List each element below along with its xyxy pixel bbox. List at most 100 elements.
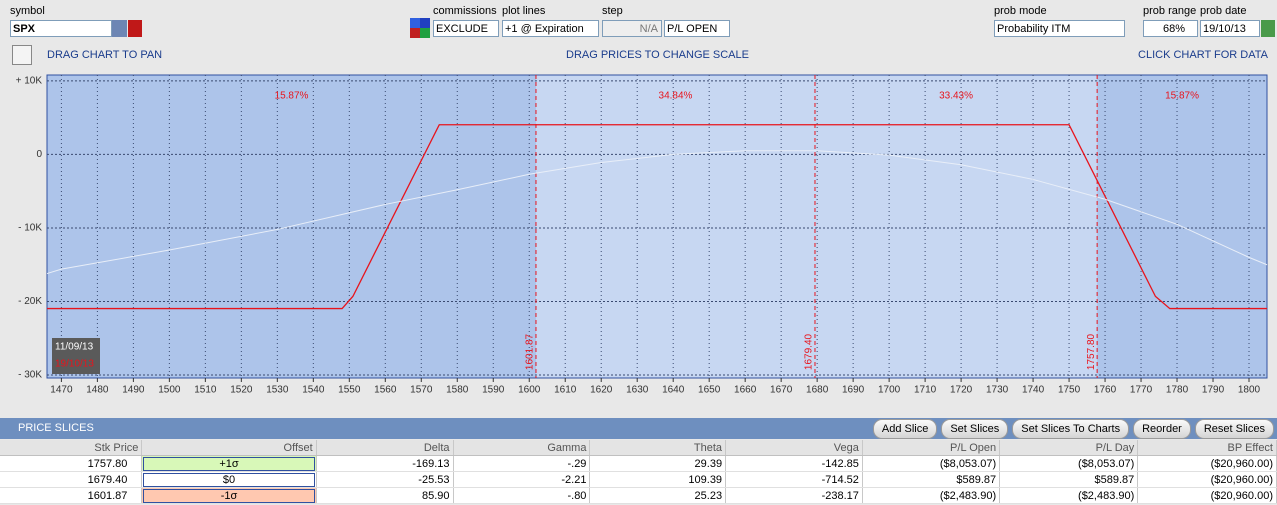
hint: DRAG PRICES TO CHANGE SCALE (566, 49, 749, 61)
probability-range (535, 75, 1098, 378)
table-cell: -.80 (453, 487, 591, 504)
chart-icon[interactable] (12, 45, 32, 65)
x-tick-label: 1800 (1238, 385, 1261, 396)
button[interactable]: Reset Slices (1194, 419, 1274, 439)
table-cell: ($8,053.07) (999, 455, 1139, 472)
x-tick-label: 1570 (410, 385, 433, 396)
x-tick-label: 1470 (50, 385, 73, 396)
table-cell: -169.13 (316, 455, 454, 472)
button[interactable] (128, 20, 142, 37)
x-tick-label: 1750 (1058, 385, 1081, 396)
button[interactable]: Set Slices (941, 419, 1009, 439)
date-box (52, 338, 100, 374)
x-tick-label: 1520 (230, 385, 253, 396)
table-cell: $589.87 (862, 471, 1001, 488)
x-tick-label: 1590 (482, 385, 505, 396)
table-cell: 1601.87 (0, 487, 143, 504)
slice-label: 1601.87 (525, 333, 536, 370)
label: prob date (1200, 5, 1247, 17)
date-label: 19/10/13 (55, 359, 94, 370)
header-row: Stk Price Offset Delta Gamma Theta Vega P/L Op… (0, 440, 1277, 456)
label: prob mode (994, 5, 1047, 17)
x-tick-label: 1670 (770, 385, 793, 396)
series-line (47, 124, 1267, 310)
table-cell: ($20,960.00) (1137, 487, 1277, 504)
column-header: P/L Open (862, 440, 1001, 456)
dropdown[interactable] (112, 20, 127, 37)
slice-label: 1757.80 (1086, 333, 1097, 370)
prob-date-input[interactable]: 19/10/13 (1200, 20, 1260, 37)
table-cell: -25.53 (316, 471, 454, 488)
prob-mode-select[interactable]: Probability ITM (994, 20, 1125, 37)
plot-frame (46, 74, 1268, 379)
x-tick-label: 1580 (446, 385, 469, 396)
symbol-input[interactable]: SPX (10, 20, 112, 37)
commissions-select[interactable]: EXCLUDE (433, 20, 499, 37)
table-cell: ($2,483.90) (999, 487, 1139, 504)
calendar-button[interactable] (1261, 20, 1275, 37)
plot-lines-select[interactable]: +1 @ Expiration (502, 20, 599, 37)
table-cell: -2.21 (453, 471, 591, 488)
button[interactable]: Add Slice (872, 419, 938, 439)
button[interactable]: Reorder (1133, 419, 1191, 439)
column-header: Delta (316, 440, 454, 456)
x-tick-label: 1630 (626, 385, 649, 396)
button-bar: Add Slice Set Slices Set Slices To Charts R… (872, 419, 1274, 439)
label: plot lines (502, 5, 546, 17)
table-cell: +1σ (141, 455, 317, 472)
label: step (602, 5, 623, 17)
x-tick-label: 1740 (1022, 385, 1045, 396)
x-tick-label: 1770 (1130, 385, 1153, 396)
table-cell: -.29 (453, 455, 591, 472)
probability-label: 15.87% (1165, 91, 1199, 102)
probability-label: 34.84% (659, 91, 693, 102)
table-cell: $0 (141, 471, 317, 488)
probability-label: 15.87% (275, 91, 309, 102)
table-cell: 85.90 (316, 487, 454, 504)
table-cell: 25.23 (589, 487, 727, 504)
x-tick-label: 1540 (302, 385, 325, 396)
label: commissions (433, 5, 497, 17)
x-tick-label: 1780 (1166, 385, 1189, 396)
table-cell: -142.85 (725, 455, 863, 472)
table-cell: -1σ (141, 487, 317, 504)
chart[interactable]: + 10K 0 - 10K - 20K - 30K 1470 1480 1490 1500 151… (0, 70, 1277, 410)
table-cell: -238.17 (725, 487, 863, 504)
pl-mode-select[interactable]: P/L OPEN (664, 20, 730, 37)
table-cell: 29.39 (589, 455, 727, 472)
prob-range-input[interactable]: 68% (1143, 20, 1198, 37)
button[interactable]: Set Slices To Charts (1012, 419, 1130, 439)
x-tick-label: 1500 (158, 385, 181, 396)
x-tick-label: 1650 (698, 385, 721, 396)
column-header: Theta (589, 440, 727, 456)
y-tick-label: - 10K (18, 223, 42, 234)
y-tick-label: - 30K (18, 370, 42, 381)
column-header: BP Effect (1137, 440, 1277, 456)
series-line (46, 150, 1268, 275)
x-tick-label: 1700 (878, 385, 901, 396)
table-cell: 1679.40 (0, 471, 143, 488)
panel-title[interactable]: PRICE SLICES (18, 422, 94, 434)
x-tick-label: 1610 (554, 385, 577, 396)
x-tick-label: 1710 (914, 385, 937, 396)
label: prob range (1143, 5, 1197, 17)
step-input: N/A (602, 20, 662, 37)
table-cell: ($20,960.00) (1137, 455, 1277, 472)
x-tick-label: 1690 (842, 385, 865, 396)
x-tick-label: 1660 (734, 385, 757, 396)
date-label: 11/09/13 (55, 342, 94, 353)
table-cell: -714.52 (725, 471, 863, 488)
x-tick-label: 1730 (986, 385, 1009, 396)
y-tick-label: 0 (36, 149, 42, 160)
slice-label: 1679.40 (804, 333, 815, 370)
x-tick-label: 1550 (338, 385, 361, 396)
column-header: Stk Price (0, 440, 143, 456)
column-header: Vega (725, 440, 863, 456)
table-row: 1679.40 $0 -25.53 -2.21 109.39 -714.52 $589.87… (0, 471, 1277, 488)
color-icon[interactable] (410, 18, 430, 38)
table-cell: $589.87 (999, 471, 1139, 488)
table-cell: ($8,053.07) (862, 455, 1001, 472)
table-cell: ($2,483.90) (862, 487, 1001, 504)
label: symbol (10, 5, 45, 17)
x-tick-label: 1530 (266, 385, 289, 396)
